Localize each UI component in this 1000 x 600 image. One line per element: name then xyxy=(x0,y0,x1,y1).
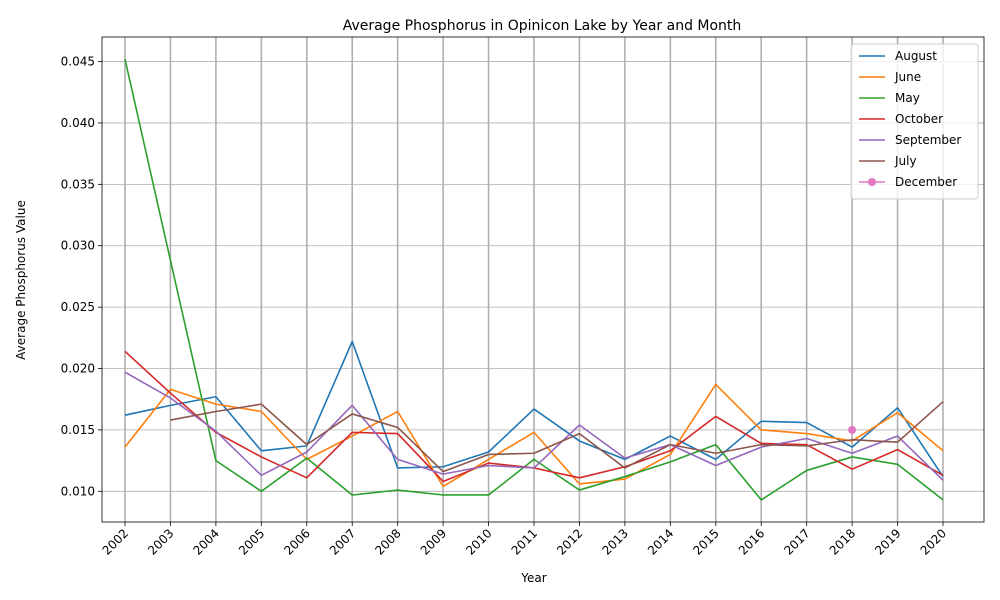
legend-label-october: October xyxy=(895,112,943,126)
y-tick-label: 0.020 xyxy=(61,362,95,376)
y-axis-ticks: 0.010 0.015 0.020 0.025 0.030 0.035 0.040 0.045 xyxy=(61,55,102,498)
series-lines xyxy=(124,58,944,501)
y-axis-label: Average Phosphorus Value xyxy=(14,200,28,360)
series-line-may xyxy=(124,58,944,501)
legend-label-may: May xyxy=(895,91,920,105)
series-line-august xyxy=(124,340,944,478)
plot-frame xyxy=(101,36,985,523)
legend-marker-december xyxy=(868,178,876,186)
legend-label-august: August xyxy=(895,49,937,63)
y-tick-label: 0.045 xyxy=(61,55,95,69)
grid xyxy=(102,37,984,522)
y-tick-label: 0.015 xyxy=(61,423,95,437)
y-tick-label: 0.025 xyxy=(61,300,95,314)
y-tick-label: 0.030 xyxy=(61,239,95,253)
series-line-june xyxy=(124,383,944,488)
legend-label-july: July xyxy=(894,154,917,168)
chart-title: Average Phosphorus in Opinicon Lake by Y… xyxy=(343,18,742,34)
legend-label-june: June xyxy=(894,70,921,84)
series-line-july xyxy=(170,401,944,473)
legend: August June May October September July Decembe… xyxy=(850,43,979,200)
data-point-december xyxy=(848,425,857,434)
legend-label-september: September xyxy=(895,133,961,147)
y-tick-label: 0.035 xyxy=(61,177,95,191)
series-line-september xyxy=(124,371,944,481)
y-tick-label: 0.040 xyxy=(61,116,95,130)
y-tick-label: 0.010 xyxy=(61,484,95,498)
legend-label-december: December xyxy=(895,175,957,189)
x-axis-label: Year xyxy=(520,571,546,585)
